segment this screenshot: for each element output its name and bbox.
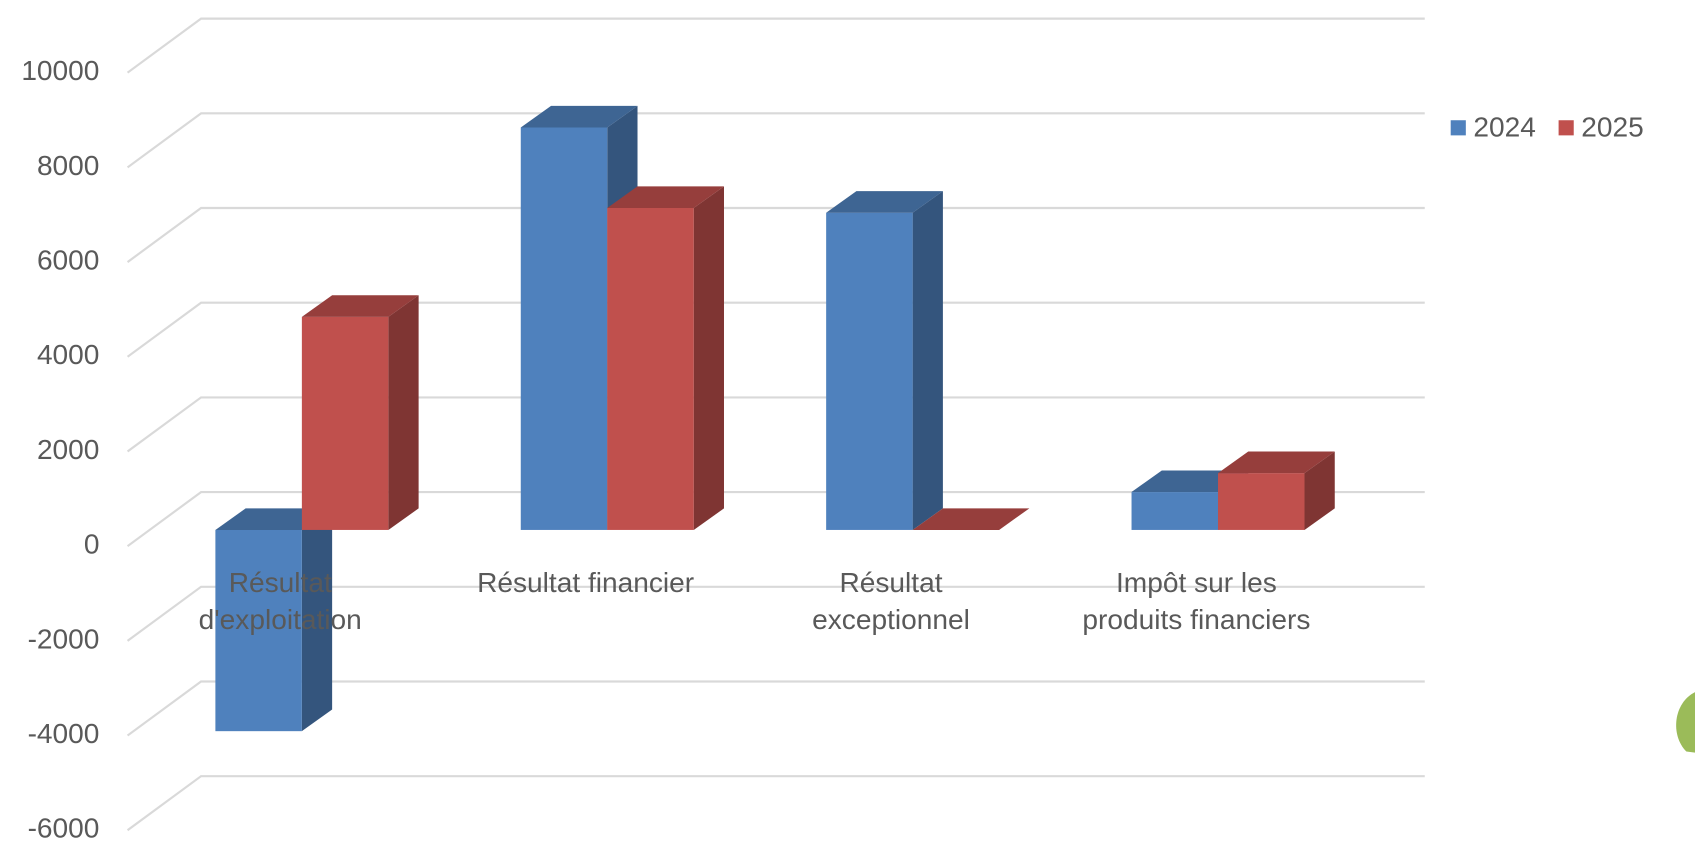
x-tick-label: Impôt sur les produits financiers [1082,567,1310,635]
bar-top [607,186,724,208]
bar-side [912,191,943,530]
grid-line [126,301,1425,358]
grid-line [126,112,1425,169]
y-tick-label: -6000 [28,813,100,844]
grid-line [126,17,1425,74]
legend-swatch [1450,120,1466,136]
grid-line [126,775,1425,832]
bar [826,212,913,530]
bar-side [301,508,333,732]
bar-top [520,105,638,128]
bar-side [388,295,419,530]
grid-line [126,206,1425,263]
bar [1218,473,1305,530]
bar [1131,492,1219,530]
y-tick-label: 4000 [37,339,100,370]
grid-line [126,585,1425,642]
bar-side [1304,451,1335,530]
bar-top [826,191,943,213]
bar-top [1218,451,1335,474]
bar [607,207,694,530]
grid-line [126,396,1425,453]
bar-top [912,508,1030,530]
y-tick-label: -4000 [28,718,100,749]
grid-line [126,491,1425,548]
bar-side [693,186,724,530]
legend-label: 2024 [1473,111,1536,142]
bar [215,529,302,732]
bar-top [301,295,419,317]
grid-line [126,680,1425,737]
bar [301,316,389,530]
y-tick-label: 10000 [21,55,99,86]
x-tick-label: Résultat exceptionnel [812,567,970,635]
y-tick-label: 2000 [37,434,100,465]
bar [520,127,608,530]
y-tick-label: 8000 [37,150,100,181]
legend-swatch [1558,120,1574,136]
decoration [1676,692,1695,753]
y-tick-label: -2000 [28,623,100,654]
y-tick-label: 0 [84,529,100,560]
y-tick-label: 6000 [37,244,100,275]
x-tick-label: Résultat d'exploitation [199,567,362,635]
legend-label: 2025 [1581,111,1644,142]
x-tick-label: Résultat financier [477,567,694,598]
